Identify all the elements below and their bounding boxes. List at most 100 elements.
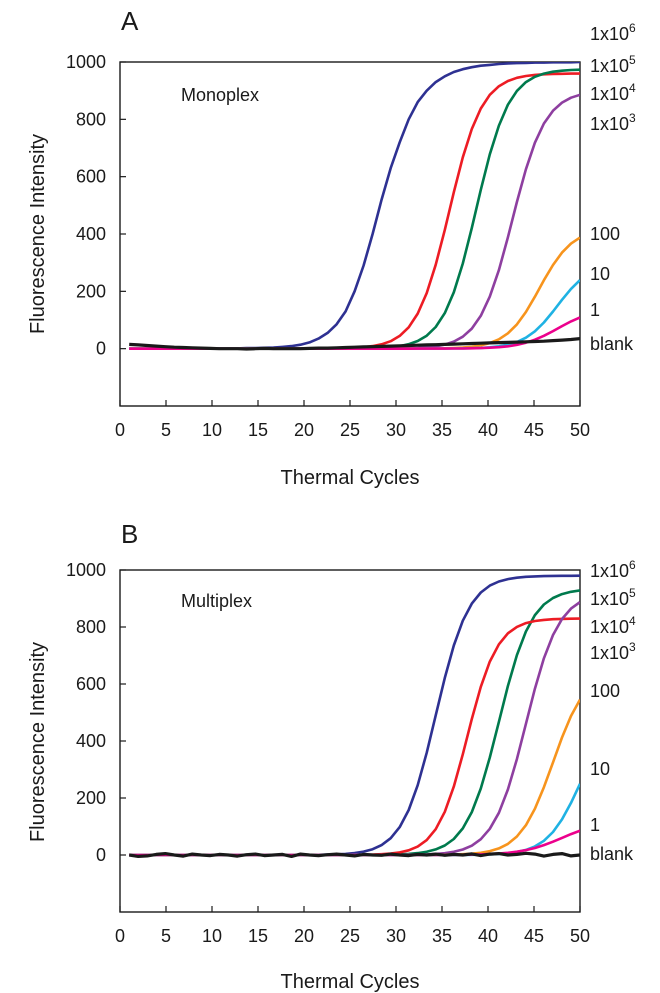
series-label-text: 1x10: [590, 561, 629, 581]
x-tick-label: 40: [478, 926, 498, 946]
series-label-text: 10: [590, 264, 610, 284]
series-label-text: blank: [590, 334, 634, 354]
x-tick-label: 35: [432, 926, 452, 946]
condition-annotation: Multiplex: [181, 591, 252, 611]
panel-b: B Multiplex 0 5 10 15 20 25 30 35 40 45 5002004006…: [27, 519, 636, 993]
y-axis-label: Fluorescence Intensity: [27, 134, 49, 334]
series-label: blank: [590, 844, 634, 864]
series-label: 1: [590, 300, 600, 320]
series-label-exponent: 3: [629, 111, 636, 125]
curve-1: [129, 829, 580, 857]
curve-blank: [128, 851, 580, 859]
series-label-exponent: 5: [629, 586, 636, 600]
x-tick-label: 10: [202, 420, 222, 440]
curve-1x10-4: [129, 617, 580, 857]
y-tick-label: 600: [76, 167, 106, 187]
series-label: 1: [590, 815, 600, 835]
series-label: 100: [590, 681, 620, 701]
series-label: 1x104: [590, 614, 636, 637]
series-label-exponent: 5: [629, 53, 636, 67]
x-tick-label: 45: [524, 420, 544, 440]
series-label: 1x103: [590, 111, 636, 134]
series-label-text: 1x10: [590, 56, 629, 76]
x-tick-label: 5: [161, 420, 171, 440]
y-tick-label: 0: [96, 845, 106, 865]
y-tick-label: 0: [96, 339, 106, 359]
x-tick-label: 0: [115, 420, 125, 440]
axis-ticks: 0 5 10 15 20 25 30 35 40 45 50 0 200 400 600 800 1000: [66, 560, 590, 946]
series-label-exponent: 4: [629, 81, 636, 95]
curve-1x10-6: [129, 574, 580, 857]
x-tick-label: 50: [570, 926, 590, 946]
panel-label: A: [121, 6, 139, 36]
curve-10: [129, 783, 580, 857]
x-tick-label: 10: [202, 926, 222, 946]
y-tick-label: 1000: [66, 52, 106, 72]
series-label: 10: [590, 759, 610, 779]
curve-1x10-5: [129, 72, 580, 351]
panel-a: A Monoplex 0 5 10 15 20 25 30 35 40 45 50020040060…: [27, 6, 636, 489]
series-label-text: 1x10: [590, 114, 629, 134]
x-tick-label: 20: [294, 926, 314, 946]
x-tick-label: 25: [340, 420, 360, 440]
curve-1x10-3: [129, 93, 580, 351]
x-axis-label: Thermal Cycles: [281, 971, 420, 993]
y-tick-label: 1000: [66, 560, 106, 580]
series-label-exponent: 6: [629, 558, 636, 572]
series-label: 1x106: [590, 558, 636, 581]
axis-ticks: 0 5 10 15 20 25 30 35 40 45 50 0 200 400 600 800 1000: [66, 52, 590, 440]
series-label-text: 1x10: [590, 589, 629, 609]
y-tick-label: 400: [76, 224, 106, 244]
y-tick-label: 200: [76, 788, 106, 808]
x-axis-label: Thermal Cycles: [281, 467, 420, 489]
y-tick-label: 800: [76, 617, 106, 637]
series-label-exponent: 6: [629, 21, 636, 35]
x-tick-label: 30: [386, 420, 406, 440]
plot-frame: [119, 61, 581, 407]
y-tick-label: 400: [76, 731, 106, 751]
condition-annotation: Monoplex: [181, 85, 259, 105]
series-label: blank: [590, 334, 634, 354]
series-label: 100: [590, 224, 620, 244]
y-tick-label: 200: [76, 281, 106, 301]
curve-1x10-3: [129, 601, 580, 857]
x-tick-label: 20: [294, 420, 314, 440]
series-label-exponent: 4: [629, 614, 636, 628]
amplification-curves: [129, 62, 580, 351]
series-label-text: 1: [590, 300, 600, 320]
x-tick-label: 45: [524, 926, 544, 946]
amplification-curves: [128, 574, 580, 859]
series-label: 1x105: [590, 53, 636, 76]
series-label-text: 1x10: [590, 84, 629, 104]
series-label-text: 10: [590, 759, 610, 779]
series-label-exponent: 3: [629, 640, 636, 654]
x-tick-label: 15: [248, 926, 268, 946]
x-tick-label: 35: [432, 420, 452, 440]
series-label-text: blank: [590, 844, 634, 864]
series-label-text: 100: [590, 681, 620, 701]
panel-label: B: [121, 519, 138, 549]
x-tick-label: 50: [570, 420, 590, 440]
y-axis-label: Fluorescence Intensity: [27, 642, 49, 842]
plot-frame: [119, 569, 581, 913]
y-tick-label: 600: [76, 674, 106, 694]
y-tick-label: 800: [76, 109, 106, 129]
series-label: 1x105: [590, 586, 636, 609]
series-label: 1x104: [590, 81, 636, 104]
series-label-text: 1x10: [590, 24, 629, 44]
curve-blank: [129, 337, 580, 351]
curve-1x10-6: [129, 62, 580, 351]
series-label-text: 1: [590, 815, 600, 835]
series-label: 1x103: [590, 640, 636, 663]
series-label-text: 1x10: [590, 617, 629, 637]
series-label: 10: [590, 264, 610, 284]
x-tick-label: 0: [115, 926, 125, 946]
x-tick-label: 40: [478, 420, 498, 440]
x-tick-label: 15: [248, 420, 268, 440]
curve-1x10-4: [129, 68, 580, 351]
x-tick-label: 30: [386, 926, 406, 946]
series-label: 1x106: [590, 21, 636, 44]
